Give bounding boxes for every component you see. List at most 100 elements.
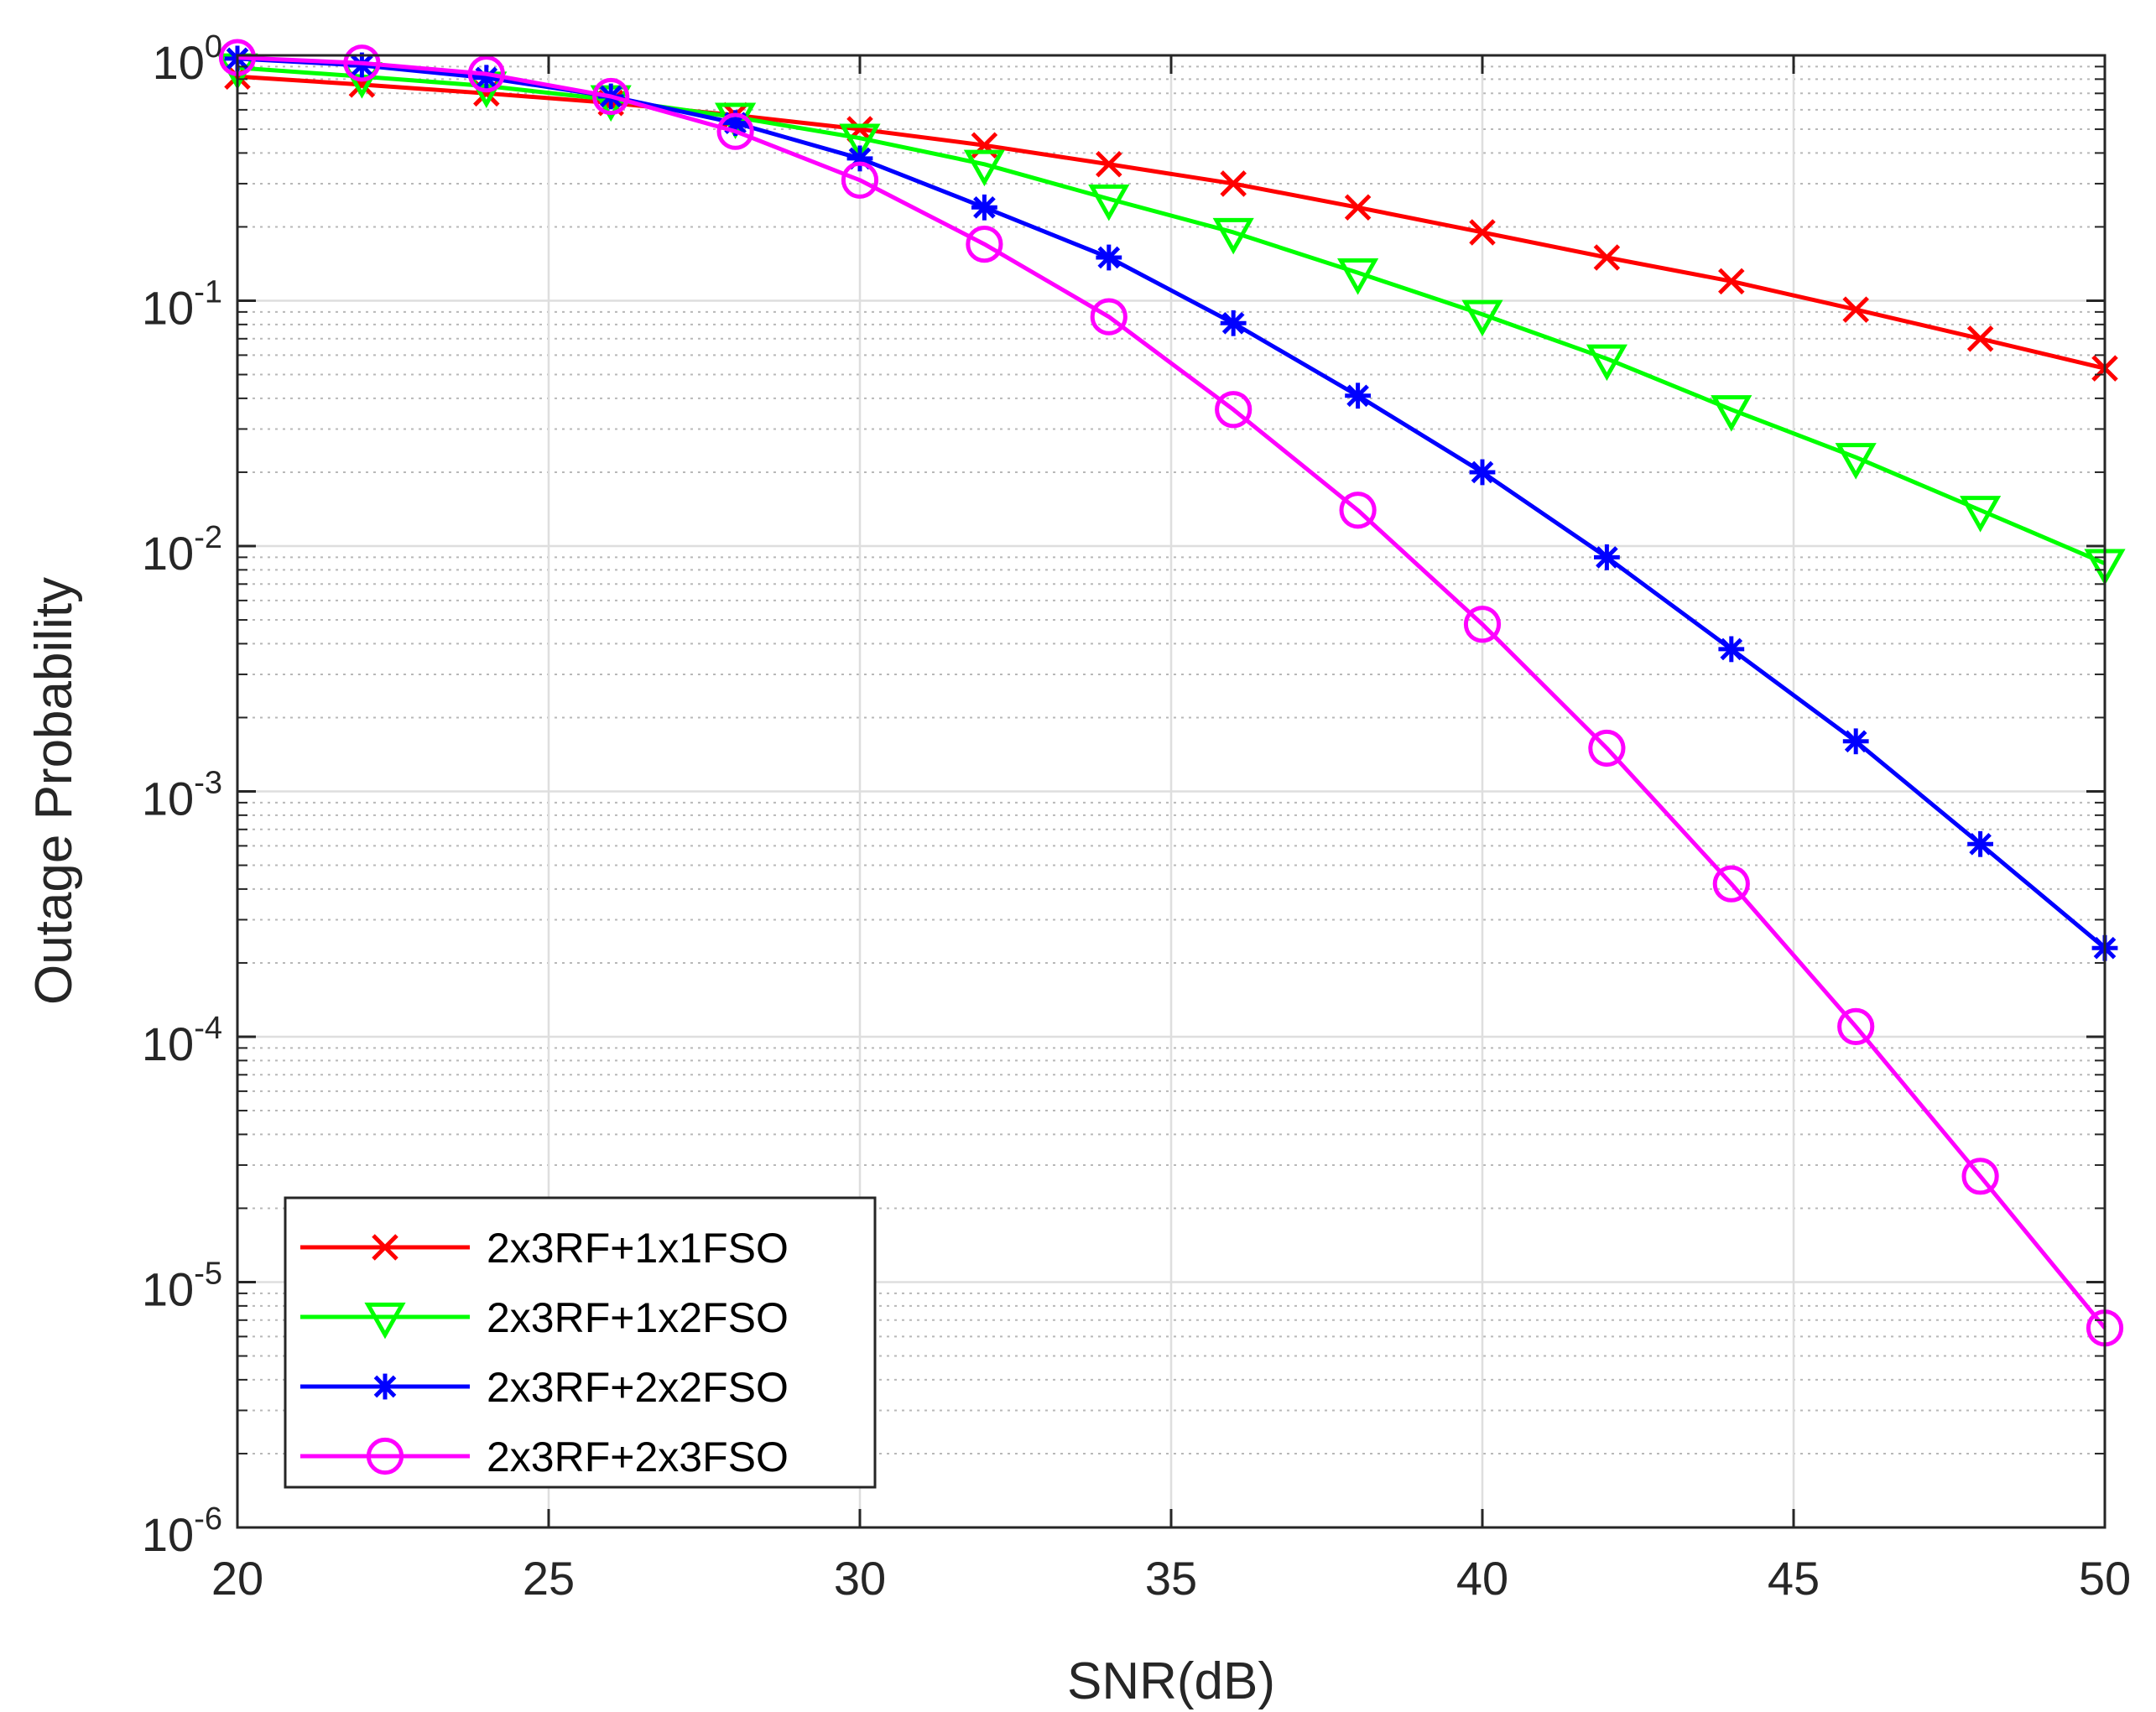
- y-tick-label: 10-5: [142, 1257, 222, 1316]
- data-point-asterisk-marker: [372, 1373, 398, 1400]
- data-point-circle-marker: [716, 112, 754, 150]
- marker-stroke: [1221, 311, 1245, 335]
- data-point-asterisk-marker: [1469, 459, 1496, 486]
- legend-label: 2x3RF+2x2FSO: [487, 1364, 789, 1411]
- marker-stroke: [1096, 151, 1122, 178]
- marker-stroke: [1969, 832, 1992, 856]
- x-tick-label: 35: [1145, 1552, 1197, 1605]
- marker-stroke: [1596, 546, 1618, 569]
- series-line: [237, 74, 2106, 371]
- y-tick-exponent: -5: [194, 1257, 222, 1292]
- x-axis-title: SNR(dB): [1067, 1652, 1275, 1710]
- data-point-triangle-marker: [1586, 344, 1627, 382]
- legend-entry: 2x3RF+2x2FSO: [300, 1364, 789, 1411]
- data-point-triangle-marker: [1835, 443, 1877, 480]
- legend-label: 2x3RF+2x3FSO: [487, 1434, 789, 1480]
- marker-stroke: [1720, 637, 1743, 661]
- data-point-circle-marker: [1961, 1158, 1999, 1195]
- data-point-asterisk-marker: [1967, 830, 1993, 857]
- data-point-triangle-marker: [1337, 258, 1379, 295]
- marker-stroke: [351, 54, 373, 77]
- x-tick-label: 20: [211, 1552, 263, 1605]
- x-tick-label: 30: [834, 1552, 886, 1605]
- data-point-circle-marker: [467, 55, 505, 93]
- y-tick-base: 10: [153, 36, 205, 89]
- x-tick-label: 40: [1456, 1552, 1508, 1605]
- marker-stroke: [1593, 244, 1621, 271]
- data-point-asterisk-marker: [1842, 728, 1869, 755]
- data-point-circle-marker: [1463, 606, 1502, 643]
- y-tick-label: 10-3: [142, 766, 222, 825]
- axis-ticks: [236, 54, 2107, 1529]
- data-point-x-marker: [1718, 268, 1745, 295]
- x-tick-label: 45: [1768, 1552, 1820, 1605]
- data-point-x-marker: [1096, 151, 1122, 178]
- data-point-circle-marker: [1588, 729, 1626, 768]
- marker-stroke: [1844, 730, 1867, 753]
- data-point-triangle-marker: [1711, 395, 1752, 432]
- marker-stroke: [1471, 461, 1494, 484]
- data-point-circle-marker: [1339, 492, 1377, 529]
- y-tick-base: 10: [142, 773, 194, 825]
- legend-entry: 2x3RF+1x2FSO: [300, 1294, 789, 1341]
- legend: 2x3RF+1x1FSO 2x3RF+1x2FSO 2x3RF+2x2FSO 2x3R…: [284, 1196, 877, 1489]
- y-tick-exponent: 0: [205, 29, 222, 65]
- marker-stroke: [1344, 194, 1372, 221]
- data-point-circle-marker: [366, 1437, 404, 1475]
- data-point-x-marker: [1593, 244, 1621, 271]
- marker-stroke: [1718, 268, 1745, 295]
- y-tick-base: 10: [142, 282, 194, 335]
- data-point-asterisk-marker: [349, 52, 375, 79]
- y-tick-base: 10: [142, 1263, 194, 1316]
- data-point-triangle-marker: [1088, 185, 1130, 221]
- marker-stroke: [372, 1234, 398, 1261]
- data-point-triangle-marker: [963, 149, 1005, 187]
- x-tick-label: 25: [523, 1552, 575, 1605]
- series-line: [237, 55, 2107, 1330]
- data-point-asterisk-marker: [1220, 310, 1247, 336]
- data-point-triangle-marker: [1461, 299, 1503, 337]
- marker-stroke: [373, 1375, 397, 1398]
- data-point-circle-marker: [1712, 865, 1750, 903]
- y-tick-base: 10: [142, 1508, 194, 1561]
- legend-label: 2x3RF+1x2FSO: [487, 1294, 789, 1341]
- x-tick-label: 50: [2079, 1552, 2131, 1605]
- marker-stroke: [475, 66, 498, 90]
- data-point-triangle-marker: [839, 123, 881, 161]
- y-tick-label: 10-1: [142, 275, 222, 335]
- data-point-asterisk-marker: [1096, 244, 1122, 271]
- series-line: [237, 65, 2106, 565]
- y-tick-base: 10: [142, 1017, 194, 1070]
- y-tick-label: 10-6: [142, 1501, 222, 1561]
- data-point-circle-marker: [592, 77, 630, 116]
- data-point-triangle-marker: [1960, 496, 2002, 533]
- data-point-x-marker: [1842, 296, 1869, 323]
- y-tick-base: 10: [142, 527, 194, 580]
- data-point-x-marker: [1966, 325, 1994, 352]
- x-tick-labels: 20 25 30 35 40 45 50: [211, 1552, 2131, 1605]
- data-point-circle-marker: [1090, 298, 1127, 336]
- data-point-circle-marker: [841, 161, 879, 199]
- legend-entry: 2x3RF+1x1FSO: [300, 1225, 789, 1272]
- data-point-x-marker: [372, 1234, 398, 1261]
- data-point-circle-marker: [1215, 391, 1252, 429]
- marker-stroke: [973, 195, 996, 219]
- data-point-asterisk-marker: [1345, 382, 1371, 409]
- data-point-triangle-marker: [1212, 217, 1254, 255]
- data-point-circle-marker: [343, 44, 381, 82]
- y-tick-exponent: -6: [194, 1501, 222, 1537]
- y-axis-title: Outage Probability: [25, 577, 83, 1005]
- marker-stroke: [1966, 325, 1994, 352]
- y-tick-label: 10-4: [142, 1011, 222, 1070]
- data-point-x-marker: [1344, 194, 1372, 221]
- y-tick-exponent: -3: [194, 766, 222, 801]
- y-tick-exponent: -2: [194, 520, 222, 555]
- marker-stroke: [1220, 170, 1247, 197]
- data-point-x-marker: [1469, 219, 1496, 246]
- y-tick-label: 10-2: [142, 520, 222, 580]
- data-point-asterisk-marker: [1718, 636, 1745, 663]
- marker-stroke: [1346, 384, 1369, 408]
- data-point-asterisk-marker: [971, 194, 997, 221]
- data-point-x-marker: [1220, 170, 1247, 197]
